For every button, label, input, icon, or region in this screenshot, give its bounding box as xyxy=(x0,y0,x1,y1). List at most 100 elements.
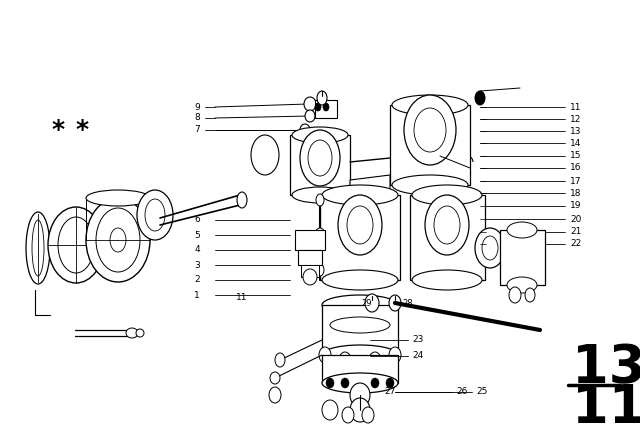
Text: 28: 28 xyxy=(402,298,413,307)
Ellipse shape xyxy=(96,208,140,272)
Ellipse shape xyxy=(137,190,173,240)
Ellipse shape xyxy=(26,212,50,284)
Polygon shape xyxy=(350,175,390,200)
Ellipse shape xyxy=(308,140,332,176)
Ellipse shape xyxy=(404,95,456,165)
Bar xyxy=(301,265,319,277)
Ellipse shape xyxy=(339,352,351,368)
Ellipse shape xyxy=(350,383,370,407)
Ellipse shape xyxy=(269,387,281,403)
Ellipse shape xyxy=(322,400,338,420)
Ellipse shape xyxy=(369,352,381,368)
Ellipse shape xyxy=(475,228,505,268)
Ellipse shape xyxy=(323,103,329,111)
Ellipse shape xyxy=(425,195,469,255)
Ellipse shape xyxy=(315,103,321,111)
Text: 26: 26 xyxy=(456,388,467,396)
Text: 24: 24 xyxy=(412,352,423,361)
Ellipse shape xyxy=(317,91,327,105)
Ellipse shape xyxy=(341,378,349,388)
Ellipse shape xyxy=(300,124,310,136)
Text: 23: 23 xyxy=(412,336,424,345)
Ellipse shape xyxy=(525,288,535,302)
Ellipse shape xyxy=(350,398,370,422)
Ellipse shape xyxy=(389,347,401,363)
Text: 13: 13 xyxy=(572,342,640,394)
Ellipse shape xyxy=(482,236,498,260)
Ellipse shape xyxy=(507,277,537,293)
Ellipse shape xyxy=(48,207,104,283)
Ellipse shape xyxy=(412,270,482,290)
Ellipse shape xyxy=(362,407,374,423)
Text: 14: 14 xyxy=(570,138,581,147)
Ellipse shape xyxy=(300,130,340,186)
Text: 20: 20 xyxy=(570,215,581,224)
Ellipse shape xyxy=(342,407,354,423)
Ellipse shape xyxy=(322,345,398,365)
Text: 6: 6 xyxy=(195,215,200,224)
Ellipse shape xyxy=(389,295,401,311)
Ellipse shape xyxy=(110,228,126,252)
Text: 4: 4 xyxy=(195,246,200,254)
Ellipse shape xyxy=(322,373,398,393)
Ellipse shape xyxy=(507,222,537,238)
Ellipse shape xyxy=(319,347,331,363)
Text: 11: 11 xyxy=(236,293,248,302)
Ellipse shape xyxy=(475,91,485,105)
Ellipse shape xyxy=(237,192,247,208)
Ellipse shape xyxy=(292,187,348,203)
Text: 9: 9 xyxy=(195,103,200,112)
Bar xyxy=(322,305,398,355)
Text: 7: 7 xyxy=(195,125,200,134)
Ellipse shape xyxy=(315,228,325,242)
Bar xyxy=(295,230,325,250)
Ellipse shape xyxy=(392,95,468,115)
Text: 2: 2 xyxy=(195,276,200,284)
Ellipse shape xyxy=(365,294,379,312)
Ellipse shape xyxy=(509,287,521,303)
Ellipse shape xyxy=(434,206,460,244)
Ellipse shape xyxy=(338,195,382,255)
Bar xyxy=(315,100,337,118)
Bar xyxy=(390,105,470,185)
Text: 29: 29 xyxy=(362,298,372,307)
Ellipse shape xyxy=(316,264,324,276)
Ellipse shape xyxy=(86,198,150,282)
Ellipse shape xyxy=(412,185,482,205)
Text: 17: 17 xyxy=(570,177,582,185)
Text: 11: 11 xyxy=(570,103,582,112)
Ellipse shape xyxy=(304,97,316,111)
Ellipse shape xyxy=(305,110,315,122)
Ellipse shape xyxy=(58,217,94,273)
Bar xyxy=(320,195,400,280)
Text: 22: 22 xyxy=(570,240,581,249)
Text: 15: 15 xyxy=(570,151,582,160)
Text: 1: 1 xyxy=(195,290,200,300)
Bar xyxy=(322,355,398,383)
Ellipse shape xyxy=(270,372,280,384)
Ellipse shape xyxy=(392,175,468,195)
Ellipse shape xyxy=(371,378,379,388)
Ellipse shape xyxy=(303,269,317,285)
Ellipse shape xyxy=(330,317,390,333)
Text: 19: 19 xyxy=(570,202,582,211)
Text: 21: 21 xyxy=(570,228,581,237)
Ellipse shape xyxy=(386,378,394,388)
Bar xyxy=(410,195,485,280)
Ellipse shape xyxy=(326,378,334,388)
Bar xyxy=(500,230,545,285)
Ellipse shape xyxy=(126,328,138,338)
Text: 25: 25 xyxy=(476,388,488,396)
Text: 11: 11 xyxy=(572,382,640,434)
Text: 27: 27 xyxy=(384,388,396,396)
Bar xyxy=(290,135,350,195)
Ellipse shape xyxy=(322,270,398,290)
Text: 18: 18 xyxy=(570,189,582,198)
Text: 5: 5 xyxy=(195,231,200,240)
Text: 3: 3 xyxy=(195,260,200,270)
Ellipse shape xyxy=(32,220,44,276)
Ellipse shape xyxy=(347,206,373,244)
Ellipse shape xyxy=(322,295,398,315)
Text: 13: 13 xyxy=(570,126,582,135)
Ellipse shape xyxy=(322,185,398,205)
